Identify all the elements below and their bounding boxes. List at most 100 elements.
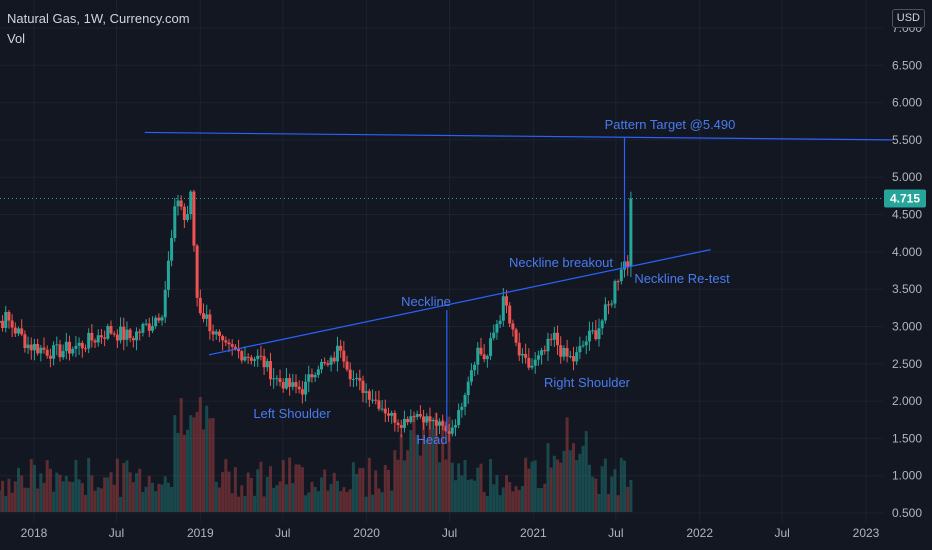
volume-bar	[77, 479, 81, 512]
volume-bar	[198, 397, 202, 512]
candle-body	[163, 289, 167, 318]
candle-body	[597, 328, 601, 340]
candle-body	[607, 304, 611, 306]
candle-body	[90, 332, 94, 341]
volume-bar	[501, 487, 505, 512]
candle-body	[227, 342, 231, 345]
currency-badge[interactable]: USD	[891, 9, 925, 28]
candle-body	[364, 391, 368, 393]
volume-bar	[138, 468, 142, 512]
pattern-target-label[interactable]: Pattern Target @5.490	[605, 117, 736, 132]
volume-bar	[294, 464, 298, 512]
x-tick-label: Jul	[608, 526, 623, 540]
candle-body	[485, 356, 489, 360]
y-tick-label: 1.500	[892, 431, 922, 445]
y-tick-label: 3.000	[892, 319, 922, 333]
candle-body	[214, 331, 218, 335]
candle-body	[374, 399, 378, 401]
candle-body	[259, 355, 263, 357]
left-shoulder-label[interactable]: Left Shoulder	[253, 406, 331, 421]
volume-bar	[268, 466, 272, 512]
candle-body	[294, 382, 298, 387]
neckline-trendline[interactable]	[208, 249, 711, 356]
volume-bar	[221, 472, 225, 512]
candle-body	[520, 353, 524, 356]
volume-bar	[466, 480, 470, 512]
candle-body	[182, 206, 186, 220]
candle-body	[320, 361, 324, 370]
candle-body	[52, 345, 56, 359]
candle-body	[262, 356, 266, 368]
volume-bar	[147, 475, 151, 512]
candle-body	[125, 329, 129, 340]
volume-bar	[205, 405, 209, 512]
volume-bar	[48, 468, 52, 512]
neckline-retest-label[interactable]: Neckline Re-test	[634, 271, 730, 286]
candle-body	[342, 350, 346, 362]
volume-bar	[230, 493, 234, 512]
candle-body	[281, 381, 285, 389]
candle-body	[348, 369, 352, 380]
volume-bar	[412, 415, 416, 512]
candle-body	[198, 297, 202, 314]
candle-body	[527, 357, 531, 368]
volume-bar	[431, 428, 435, 512]
candle-body	[291, 382, 295, 387]
pattern-target-line[interactable]	[144, 131, 893, 141]
last-price-tag[interactable]	[884, 189, 926, 208]
candle-body	[316, 369, 320, 376]
right-shoulder-label[interactable]: Right Shoulder	[544, 375, 631, 390]
candle-body	[332, 357, 336, 362]
volume-bar	[326, 490, 330, 512]
volume-bar	[383, 464, 387, 512]
candle-body	[587, 330, 591, 342]
candle-body	[594, 330, 598, 340]
volume-bar	[361, 467, 365, 512]
volume-bar	[587, 464, 591, 512]
volume-bar	[68, 481, 72, 512]
volume-bar	[26, 487, 30, 512]
candle-body	[578, 346, 582, 353]
volume-bar	[364, 496, 368, 512]
candle-body	[77, 342, 81, 346]
candle-body	[524, 353, 528, 358]
volume-bar	[29, 459, 33, 512]
volume-bar	[434, 412, 438, 512]
volume-bar	[160, 484, 164, 512]
volume-bar	[176, 432, 180, 512]
candle-body	[304, 381, 308, 395]
volume-bar	[103, 477, 107, 512]
candle-body	[288, 378, 292, 387]
volume-bar	[0, 490, 1, 512]
candle-body	[103, 337, 107, 339]
volume-bar	[402, 460, 406, 512]
candle-body	[511, 323, 515, 330]
neckline-label[interactable]: Neckline	[401, 294, 451, 309]
candle-body	[284, 378, 288, 389]
candle-body	[568, 356, 572, 358]
volume-bar	[189, 415, 193, 512]
candle-body	[351, 379, 355, 381]
volume-bar	[386, 469, 390, 512]
volume-bar	[393, 450, 397, 512]
volume-bar	[422, 422, 426, 512]
candle-body	[17, 328, 21, 334]
volume-bar	[438, 462, 442, 512]
head-label[interactable]: Head	[416, 432, 447, 447]
symbol-title[interactable]: Natural Gas, 1W, Currency.com	[7, 11, 190, 26]
volume-bar	[575, 460, 579, 512]
candle-body	[240, 351, 244, 361]
volume-indicator-label[interactable]: Vol	[7, 31, 26, 46]
volume-bar	[10, 492, 14, 512]
volume-bar	[517, 489, 521, 512]
y-tick-label: 2.500	[892, 357, 922, 371]
candle-body	[345, 361, 349, 370]
candle-body	[256, 355, 260, 360]
candle-body	[540, 350, 544, 356]
volume-bar	[616, 495, 620, 512]
neckline-breakout-label[interactable]: Neckline breakout	[509, 255, 613, 270]
candle-body	[211, 331, 215, 335]
